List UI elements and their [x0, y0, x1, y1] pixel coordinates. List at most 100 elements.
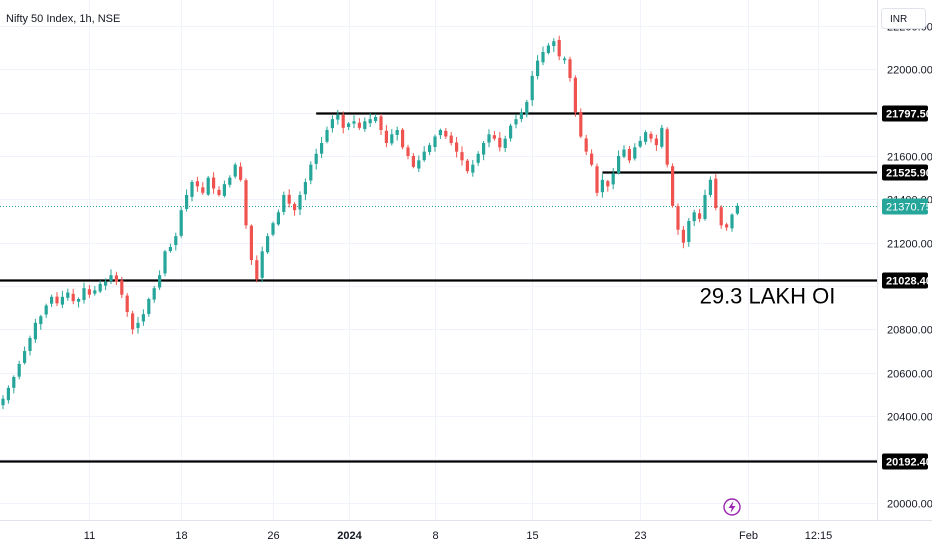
svg-text:21525.90: 21525.90: [886, 168, 932, 180]
candle: [573, 75, 577, 117]
candle: [730, 213, 734, 232]
candle: [433, 134, 437, 152]
key-levels: [0, 112, 877, 463]
candle: [158, 270, 162, 291]
candle: [98, 280, 102, 294]
candle: [228, 175, 232, 188]
candle: [120, 276, 124, 299]
candle: [546, 43, 550, 55]
price-tick-label: 20400.00: [887, 412, 932, 424]
price-tick-label: 20000.00: [887, 499, 932, 511]
candle: [336, 109, 340, 125]
candle: [66, 288, 70, 301]
annotations: 29.3 LAKH OI: [700, 283, 836, 308]
price-tick-label: 20600.00: [887, 369, 932, 381]
key-level-tag: 21525.90: [882, 164, 932, 181]
candle: [23, 346, 27, 365]
candle: [428, 142, 432, 156]
event-button[interactable]: [723, 498, 741, 516]
candle: [627, 145, 631, 164]
candle: [298, 191, 302, 216]
candle: [568, 56, 572, 82]
candle: [131, 310, 135, 335]
candle: [55, 292, 59, 306]
candle: [39, 314, 43, 330]
time-axis[interactable]: 11 18 26 2024 8 15 23 Feb 12:15: [84, 530, 832, 542]
price-axis[interactable]: 20000.00 20400.00 20600.00 20800.00 21200.00…: [887, 22, 932, 511]
candle: [44, 303, 48, 318]
annotation-text[interactable]: 29.3 LAKH OI: [700, 283, 836, 308]
currency-selector[interactable]: INR: [881, 8, 926, 29]
candle: [498, 131, 502, 152]
price-tick-label: 22000.00: [887, 65, 932, 77]
candle: [266, 233, 270, 254]
candle: [147, 297, 151, 317]
candle: [687, 217, 691, 247]
lightning-bolt-icon: [728, 501, 736, 513]
candle: [6, 385, 10, 404]
time-tick-label: Feb: [739, 530, 758, 542]
candle: [681, 226, 685, 249]
candle: [595, 163, 599, 197]
candle: [282, 191, 286, 216]
candle: [600, 173, 604, 198]
candle: [71, 288, 75, 305]
candle: [390, 129, 394, 146]
candle: [33, 318, 37, 343]
candle: [503, 135, 507, 152]
price-tags: 21797.50 21525.90 21028.40 20192.40 21370.75: [882, 105, 932, 470]
candle: [633, 143, 637, 161]
candle: [87, 285, 91, 298]
key-level-tag: 20192.40: [882, 453, 932, 470]
candle: [460, 146, 464, 166]
candle: [222, 180, 226, 198]
current-price-tag: 21370.75: [882, 198, 932, 215]
candle: [482, 140, 486, 161]
candle: [152, 285, 156, 303]
candle: [249, 224, 253, 265]
candle: [330, 115, 334, 133]
price-tick-label: 21200.00: [887, 239, 932, 251]
candle: [579, 108, 583, 139]
candle: [590, 149, 594, 167]
candle: [206, 175, 210, 197]
candle: [163, 249, 167, 277]
candles: [1, 35, 739, 410]
candle: [611, 167, 615, 190]
svg-text:21028.40: 21028.40: [886, 276, 932, 288]
candle: [714, 174, 718, 211]
candle: [492, 131, 496, 141]
candle: [563, 56, 567, 64]
candle: [93, 285, 97, 296]
candle: [212, 172, 216, 194]
candle: [406, 144, 410, 160]
candle: [622, 145, 626, 159]
chart-title: Nifty 50 Index, 1h, NSE: [6, 13, 120, 25]
candle: [384, 125, 388, 148]
time-tick-label: 12:15: [805, 530, 833, 542]
candle: [363, 117, 367, 132]
candle: [644, 130, 648, 145]
currency-label: INR: [890, 14, 907, 25]
svg-text:21797.50: 21797.50: [886, 109, 932, 121]
candle: [438, 128, 442, 139]
candle: [201, 182, 205, 195]
candle: [703, 189, 707, 221]
key-level-tag: 21797.50: [882, 105, 932, 122]
candle: [320, 136, 324, 158]
candle: [584, 134, 588, 156]
key-level-tag: 21028.40: [882, 272, 932, 289]
candle: [487, 129, 491, 148]
candle: [735, 203, 739, 216]
candle: [174, 232, 178, 251]
candle: [357, 118, 361, 130]
candle: [514, 114, 518, 129]
candle: [309, 161, 313, 185]
candle: [255, 255, 259, 283]
candle: [617, 150, 621, 175]
candle: [411, 153, 415, 169]
candle: [109, 269, 113, 284]
candle: [239, 162, 243, 182]
